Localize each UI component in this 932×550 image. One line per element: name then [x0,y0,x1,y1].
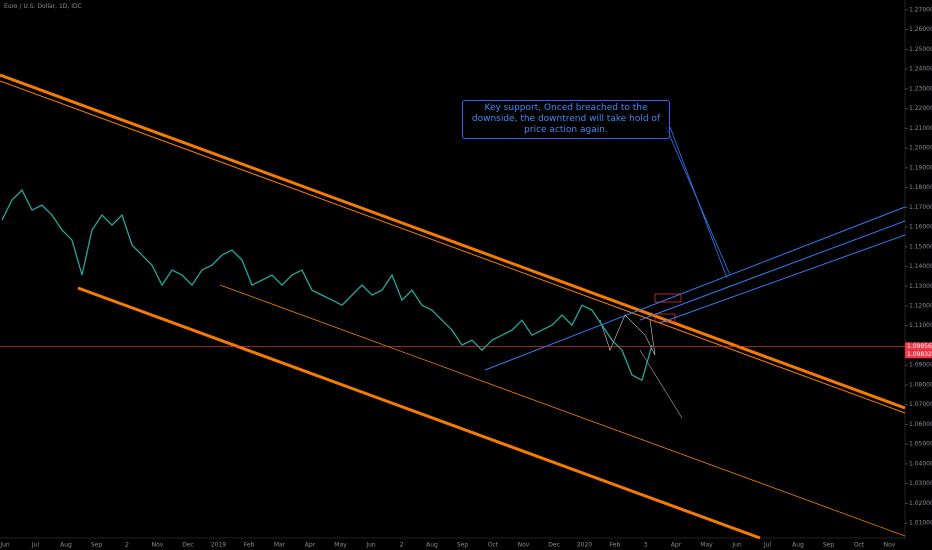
x-tick-label: Oct [488,542,499,549]
y-tick-label: 1.06000 [909,421,932,428]
marker-box [654,313,676,323]
price-axis-panel [905,0,932,550]
y-tick-label: 1.24000 [909,66,932,73]
trend-line [484,206,906,371]
y-tick-label: 1.07000 [909,401,932,408]
annotation: Key support, Onced breached to the downs… [462,100,670,139]
x-tick-label: Apr [671,542,682,549]
x-tick-label: Aug [426,542,438,549]
y-tick-label: 1.25000 [909,46,932,53]
y-tick-label: 1.20000 [909,145,932,152]
x-tick-label: Aug [60,542,72,549]
x-tick-label: Aug [792,542,804,549]
callout-line [669,126,728,279]
channel-line [219,284,906,537]
y-tick-label: 1.11000 [909,322,932,329]
y-tick-label: 1.27000 [909,6,932,13]
y-tick-label: 1.22000 [909,105,932,112]
y-tick-label: 1.02000 [909,500,932,507]
x-tick-label: 2019 [211,542,226,549]
y-tick-label: 1.12000 [909,302,932,309]
x-tick-label: Jul [31,542,40,549]
x-tick-label: Dec [548,542,560,549]
x-tick-label: Jun [0,542,10,549]
trend-line [659,234,906,324]
y-tick-label: 1.17000 [909,204,932,211]
x-tick-label: Nov [152,542,164,549]
y-tick-label: 1.08000 [909,381,932,388]
x-tick-label: Feb [244,542,255,549]
projection-line [639,349,683,419]
y-tick-label: 1.03000 [909,480,932,487]
price-line [1,189,653,382]
x-tick-label: 2020 [577,542,592,549]
price-label: 1.09956 [907,343,932,350]
x-tick-label: Dec [182,542,194,549]
x-tick-label: 2 [125,542,129,549]
chart-title: Euro / U.S. Dollar, 1D, IDC [4,3,82,10]
y-tick-label: 1.18000 [909,184,932,191]
price-label: 1.09832 [907,351,932,358]
x-tick-label: Nov [884,542,896,549]
y-tick-label: 1.16000 [909,224,932,231]
y-tick-label: 1.13000 [909,283,932,290]
y-tick-label: 1.15000 [909,243,932,250]
x-tick-label: 3 [644,542,648,549]
channel-line [77,286,761,540]
y-tick-label: 1.04000 [909,460,932,467]
x-tick-label: 2 [400,542,404,549]
y-tick-label: 1.19000 [909,164,932,171]
y-tick-label: 1.01000 [909,520,932,527]
x-tick-label: Feb [610,542,621,549]
x-tick-label: Nov [518,542,530,549]
x-tick-label: Mar [274,542,286,549]
drawings [0,73,906,540]
y-tick-label: 1.14000 [909,263,932,270]
price-label-box [905,350,932,359]
pattern-line [599,314,656,356]
marker-box [654,293,682,303]
x-tick-label: May [334,542,347,549]
x-tick-label: Sep [91,542,103,549]
y-tick-label: 1.23000 [909,85,932,92]
y-tick-label: 1.05000 [909,441,932,448]
channel-line [0,80,906,414]
y-tick-label: 1.26000 [909,26,932,33]
y-tick-label: 1.09000 [909,362,932,369]
x-tick-label: Jun [731,542,742,549]
x-tick-label: Jun [365,542,376,549]
x-tick-label: May [700,542,713,549]
channel-line [0,73,906,410]
x-tick-label: Apr [305,542,316,549]
x-tick-label: Sep [457,542,469,549]
y-tick-label: 1.21000 [909,125,932,132]
x-tick-label: Jul [763,542,772,549]
trend-line [639,220,906,321]
x-tick-label: Sep [823,542,835,549]
x-tick-label: Oct [854,542,865,549]
price-label-box [905,342,932,351]
